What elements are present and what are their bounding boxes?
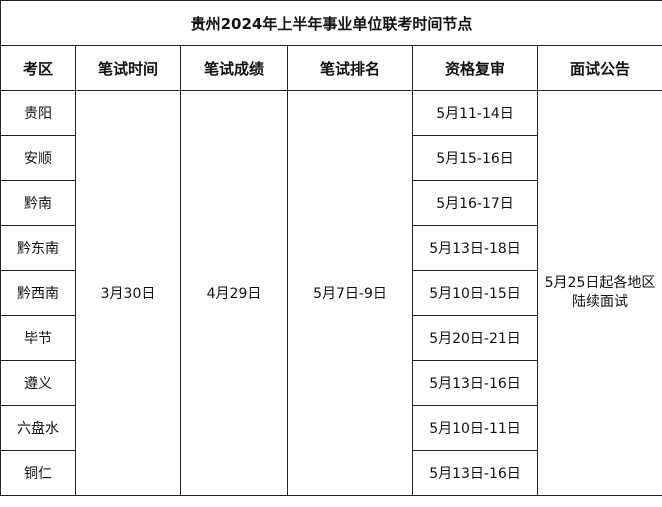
header-interview: 面试公告 [537, 45, 662, 91]
table-row: 六盘水 5月10日-11日 [0, 405, 662, 451]
schedule-table: 贵州2024年上半年事业单位联考时间节点 考区 笔试时间 笔试成绩 笔试排名 资… [0, 0, 662, 496]
review-cell: 5月16-17日 [412, 180, 538, 226]
region-cell: 毕节 [0, 315, 76, 361]
region-cell: 黔西南 [0, 270, 76, 316]
review-cell: 5月15-16日 [412, 135, 538, 181]
table-row: 安顺 5月15-16日 [0, 135, 662, 181]
region-cell: 贵阳 [0, 90, 76, 136]
review-cell: 5月20日-21日 [412, 315, 538, 361]
table-row: 贵阳 3月30日 4月29日 5月7日-9日 5月11-14日 5月25日起各地… [0, 90, 662, 496]
header-score: 笔试成绩 [180, 45, 288, 91]
header-written-exam: 笔试时间 [75, 45, 181, 91]
header-region: 考区 [0, 45, 76, 91]
review-cell: 5月11-14日 [412, 90, 538, 136]
region-cell: 黔东南 [0, 225, 76, 271]
header-ranking: 笔试排名 [287, 45, 413, 91]
review-cell: 5月10日-11日 [412, 405, 538, 451]
written-exam-date: 3月30日 [75, 90, 181, 496]
region-cell: 安顺 [0, 135, 76, 181]
ranking-date: 5月7日-9日 [287, 90, 413, 496]
region-cell: 黔南 [0, 180, 76, 226]
table-row: 毕节 5月20日-21日 [0, 315, 662, 361]
interview-notice: 5月25日起各地区 陆续面试 [537, 90, 662, 496]
header-review: 资格复审 [412, 45, 538, 91]
region-cell: 铜仁 [0, 450, 76, 496]
table-row: 黔东南 5月13日-18日 [0, 225, 662, 271]
review-cell: 5月13日-16日 [412, 450, 538, 496]
region-cell: 六盘水 [0, 405, 76, 451]
table-title: 贵州2024年上半年事业单位联考时间节点 [0, 0, 662, 46]
review-cell: 5月13日-18日 [412, 225, 538, 271]
review-cell: 5月10日-15日 [412, 270, 538, 316]
table-row: 铜仁 5月13日-16日 [0, 450, 662, 496]
table-row: 遵义 5月13日-16日 [0, 360, 662, 406]
table-row: 黔南 5月16-17日 [0, 180, 662, 226]
review-cell: 5月13日-16日 [412, 360, 538, 406]
table-row: 黔西南 5月10日-15日 [0, 270, 662, 316]
region-cell: 遵义 [0, 360, 76, 406]
header-row: 考区 笔试时间 笔试成绩 笔试排名 资格复审 面试公告 [0, 45, 662, 91]
score-date: 4月29日 [180, 90, 288, 496]
